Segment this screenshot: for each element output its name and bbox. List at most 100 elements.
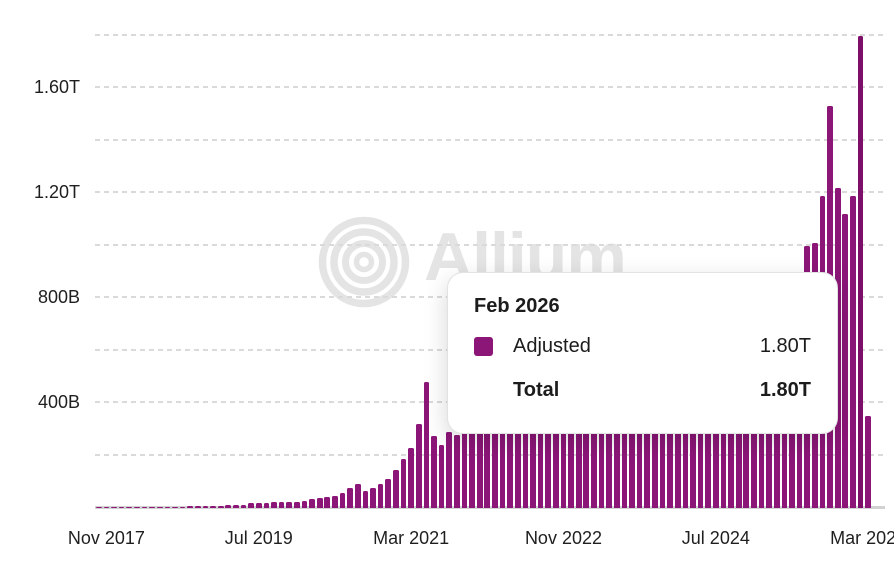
bar-apr-2023[interactable] <box>598 416 605 508</box>
bar-feb-2023[interactable] <box>583 417 590 508</box>
bar-feb-2024[interactable] <box>674 389 681 508</box>
bar-nov-2019[interactable] <box>286 502 293 508</box>
bar-oct-2020[interactable] <box>370 487 376 508</box>
bar-feb-2021[interactable] <box>400 459 407 508</box>
bar-jun-2021[interactable] <box>431 435 437 508</box>
bar-jan-2023[interactable] <box>575 421 582 508</box>
bar-aug-2022[interactable] <box>537 427 544 508</box>
bar-mar-2024[interactable] <box>682 384 689 508</box>
bar-oct-2024[interactable] <box>735 361 742 508</box>
bar-mar-2022[interactable] <box>499 425 506 508</box>
bar-may-2020[interactable] <box>332 496 338 508</box>
bar-jul-2024[interactable] <box>712 379 719 508</box>
bar-jul-2021[interactable] <box>438 445 445 508</box>
bar-dec-2019[interactable] <box>294 501 300 508</box>
bar-jun-2020[interactable] <box>339 493 346 508</box>
bar-may-2024[interactable] <box>697 382 704 508</box>
x-axis-label: Jul 2024 <box>681 528 750 548</box>
bar-jan-2019[interactable] <box>210 505 216 508</box>
bar-sep-2018[interactable] <box>179 506 186 508</box>
bar-jun-2024[interactable] <box>705 384 712 508</box>
bar-jan-2026[interactable] <box>850 195 856 508</box>
bar-oct-2018[interactable] <box>187 506 194 508</box>
bar-jan-2024[interactable] <box>667 397 673 508</box>
bar-aug-2021[interactable] <box>446 431 453 508</box>
bar-feb-2019[interactable] <box>217 505 224 508</box>
bar-may-2018[interactable] <box>149 506 155 508</box>
bar-sep-2024[interactable] <box>728 371 734 508</box>
bar-jan-2020[interactable] <box>301 501 308 508</box>
bar-jul-2023[interactable] <box>621 416 628 508</box>
bar-nov-2017[interactable] <box>103 506 110 508</box>
bar-oct-2022[interactable] <box>553 424 559 508</box>
bar-dec-2020[interactable] <box>385 479 392 508</box>
bar-apr-2022[interactable] <box>507 424 513 508</box>
bar-apr-2018[interactable] <box>141 506 148 508</box>
bar-jul-2022[interactable] <box>530 429 536 508</box>
bar-apr-2024[interactable] <box>690 387 696 508</box>
x-axis-label: Nov 2022 <box>524 528 602 548</box>
bar-mar-2026[interactable] <box>865 416 871 508</box>
bar-oct-2021[interactable] <box>461 431 468 508</box>
bar-may-2022[interactable] <box>514 421 521 508</box>
bar-mar-2021[interactable] <box>408 447 414 508</box>
gridline-1800 <box>95 33 885 36</box>
bar-apr-2020[interactable] <box>324 496 331 508</box>
bar-apr-2019[interactable] <box>233 505 239 508</box>
bar-mar-2020[interactable] <box>316 498 323 508</box>
bar-dec-2023[interactable] <box>659 403 666 508</box>
bar-oct-2019[interactable] <box>278 501 285 508</box>
bar-feb-2020[interactable] <box>309 498 315 508</box>
bar-jan-2021[interactable] <box>393 469 399 508</box>
bar-sep-2021[interactable] <box>453 434 460 508</box>
bar-sep-2022[interactable] <box>545 426 552 508</box>
bar-oct-2017[interactable] <box>95 506 102 508</box>
bar-jun-2019[interactable] <box>248 502 254 508</box>
bar-dec-2022[interactable] <box>568 425 574 508</box>
bar-sep-2023[interactable] <box>636 413 643 508</box>
bar-jun-2018[interactable] <box>156 506 163 508</box>
bar-may-2023[interactable] <box>606 414 613 508</box>
bar-nov-2021[interactable] <box>469 429 475 508</box>
bar-aug-2023[interactable] <box>629 414 635 508</box>
bar-feb-2026[interactable] <box>857 35 864 508</box>
bar-may-2019[interactable] <box>240 504 247 508</box>
y-axis-label: 400B <box>37 392 80 412</box>
tooltip-total-value: 1.80T <box>759 379 811 401</box>
bar-nov-2023[interactable] <box>652 405 658 508</box>
bar-aug-2018[interactable] <box>172 506 178 508</box>
bar-dec-2021[interactable] <box>476 426 483 508</box>
bar-jun-2022[interactable] <box>522 426 529 508</box>
bar-jul-2018[interactable] <box>164 506 171 508</box>
bar-jun-2023[interactable] <box>613 417 620 508</box>
bar-aug-2020[interactable] <box>354 484 361 508</box>
bar-jul-2020[interactable] <box>347 487 354 508</box>
y-axis-label: 800B <box>37 287 80 307</box>
bar-dec-2017[interactable] <box>111 506 117 508</box>
bar-jan-2022[interactable] <box>484 426 491 508</box>
bar-may-2021[interactable] <box>423 382 430 508</box>
bar-mar-2023[interactable] <box>591 413 597 508</box>
bar-nov-2018[interactable] <box>194 506 201 508</box>
bar-aug-2019[interactable] <box>263 502 270 508</box>
adjusted-series-swatch-icon <box>474 336 493 356</box>
y-axis-label: 1.60T <box>33 77 80 97</box>
bar-feb-2018[interactable] <box>126 506 133 508</box>
bar-oct-2023[interactable] <box>644 409 651 508</box>
bar-apr-2021[interactable] <box>415 424 422 508</box>
bar-jul-2019[interactable] <box>255 503 262 508</box>
bar-aug-2024[interactable] <box>720 376 727 508</box>
bar-dec-2018[interactable] <box>202 506 209 508</box>
bar-sep-2019[interactable] <box>271 501 277 508</box>
bar-feb-2022[interactable] <box>492 427 498 508</box>
tooltip-series-value: 1.80T <box>759 335 811 357</box>
bar-nov-2022[interactable] <box>560 421 567 508</box>
bar-mar-2019[interactable] <box>225 505 232 508</box>
bar-mar-2018[interactable] <box>134 506 140 508</box>
bar-dec-2025[interactable] <box>842 214 849 508</box>
bar-nov-2020[interactable] <box>377 484 384 508</box>
bar-jan-2018[interactable] <box>118 506 125 508</box>
bar-sep-2020[interactable] <box>362 490 369 508</box>
tooltip-series-label: Adjusted <box>513 335 591 357</box>
gridline-1400 <box>95 138 885 141</box>
